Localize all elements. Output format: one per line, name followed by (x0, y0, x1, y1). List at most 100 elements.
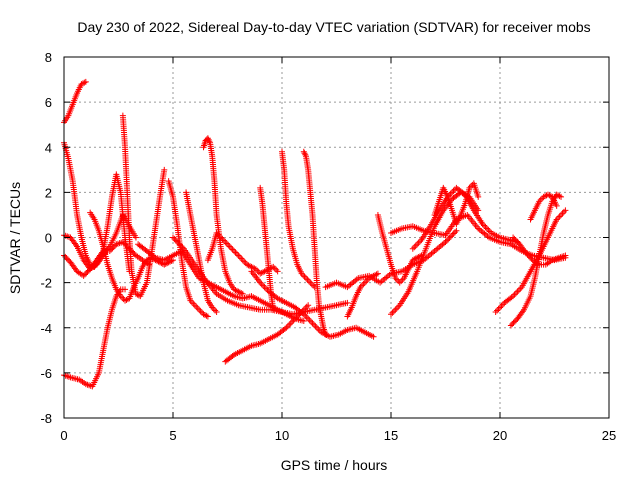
data-marker (514, 238, 521, 245)
data-marker (170, 234, 176, 241)
data-marker (524, 251, 531, 258)
data-marker (553, 202, 560, 209)
data-marker (178, 242, 185, 249)
data-marker (558, 193, 565, 200)
x-axis-label: GPS time / hours (281, 457, 388, 473)
data-marker (373, 271, 380, 278)
x-tick-label: 25 (602, 428, 616, 443)
y-tick-label: 6 (45, 95, 52, 110)
data-marker (106, 248, 113, 255)
data-marker (84, 268, 91, 275)
data-marker (108, 246, 115, 253)
data-marker (344, 299, 351, 306)
data-marker (446, 234, 453, 241)
data-marker (527, 254, 534, 261)
data-marker (525, 253, 532, 260)
data-points (61, 78, 569, 390)
data-marker (172, 237, 179, 244)
data-marker (121, 240, 128, 247)
data-marker (83, 270, 90, 277)
series-arc-18 (300, 148, 329, 338)
data-marker (161, 166, 168, 173)
x-tick-label: 0 (60, 428, 67, 443)
data-marker (562, 252, 569, 259)
data-marker (273, 294, 280, 301)
data-marker (562, 207, 569, 214)
data-marker (447, 233, 454, 240)
x-tick-label: 5 (169, 428, 176, 443)
data-marker (175, 240, 182, 247)
data-marker (82, 78, 89, 85)
y-tick-label: -2 (40, 276, 52, 291)
series-arc-9 (165, 178, 211, 320)
data-marker (62, 253, 69, 260)
y-axis-label: SDTVAR / TECUs (7, 182, 23, 294)
data-marker (475, 193, 482, 200)
data-marker (449, 231, 456, 238)
series-arc-29 (527, 191, 560, 223)
data-marker (442, 239, 449, 246)
data-marker (511, 235, 518, 242)
data-marker (322, 331, 329, 338)
data-marker (507, 322, 514, 329)
data-marker (305, 302, 312, 309)
data-marker (81, 79, 88, 86)
data-marker (151, 253, 158, 260)
data-marker (171, 235, 178, 242)
data-marker (80, 272, 87, 279)
data-marker (453, 227, 460, 234)
data-marker (179, 244, 186, 251)
data-marker (238, 290, 245, 297)
series-arc-15 (257, 184, 277, 313)
x-tick-label: 10 (275, 428, 289, 443)
data-marker (452, 229, 459, 236)
data-marker (204, 313, 211, 320)
data-marker (511, 318, 518, 325)
data-marker (81, 271, 88, 278)
y-tick-label: 8 (45, 50, 52, 65)
axis-ticks: 0 5 10 15 20 25 -8 -6 -4 -2 0 2 4 6 8 (40, 50, 616, 443)
data-marker (239, 290, 246, 297)
y-tick-label: 2 (45, 185, 52, 200)
grid-lines (64, 57, 609, 418)
data-marker (281, 325, 288, 332)
y-tick-label: 0 (45, 231, 52, 246)
data-marker (109, 245, 116, 252)
data-marker (132, 234, 139, 241)
data-marker (299, 310, 306, 317)
data-marker (110, 243, 117, 250)
series-arc-11 (183, 189, 220, 315)
data-marker (63, 255, 70, 262)
y-tick-label: -4 (40, 321, 52, 336)
chart-title: Day 230 of 2022, Sidereal Day-to-day VTE… (77, 19, 590, 35)
series-arc-7 (119, 112, 168, 300)
data-marker (556, 193, 563, 200)
data-marker (374, 270, 381, 277)
data-marker (122, 241, 129, 248)
data-marker (274, 268, 281, 275)
data-marker (300, 317, 307, 324)
data-marker (176, 241, 183, 248)
y-tick-label: 4 (45, 140, 52, 155)
data-marker (122, 286, 129, 293)
data-marker (119, 239, 126, 246)
data-marker (450, 230, 457, 237)
series-arc-12 (200, 135, 246, 297)
series-arc-1 (61, 78, 89, 126)
data-marker (213, 308, 220, 315)
y-tick-label: -6 (40, 366, 52, 381)
data-marker (445, 236, 452, 243)
data-marker (523, 250, 530, 257)
data-marker (510, 234, 517, 241)
data-marker (508, 294, 515, 301)
data-marker (370, 333, 377, 340)
series-arc-20 (344, 270, 381, 320)
data-marker (203, 312, 210, 319)
x-tick-label: 20 (493, 428, 507, 443)
series-arc-14 (222, 302, 312, 365)
series-arc-21 (374, 211, 425, 286)
data-marker (512, 237, 519, 244)
data-marker (174, 238, 181, 245)
